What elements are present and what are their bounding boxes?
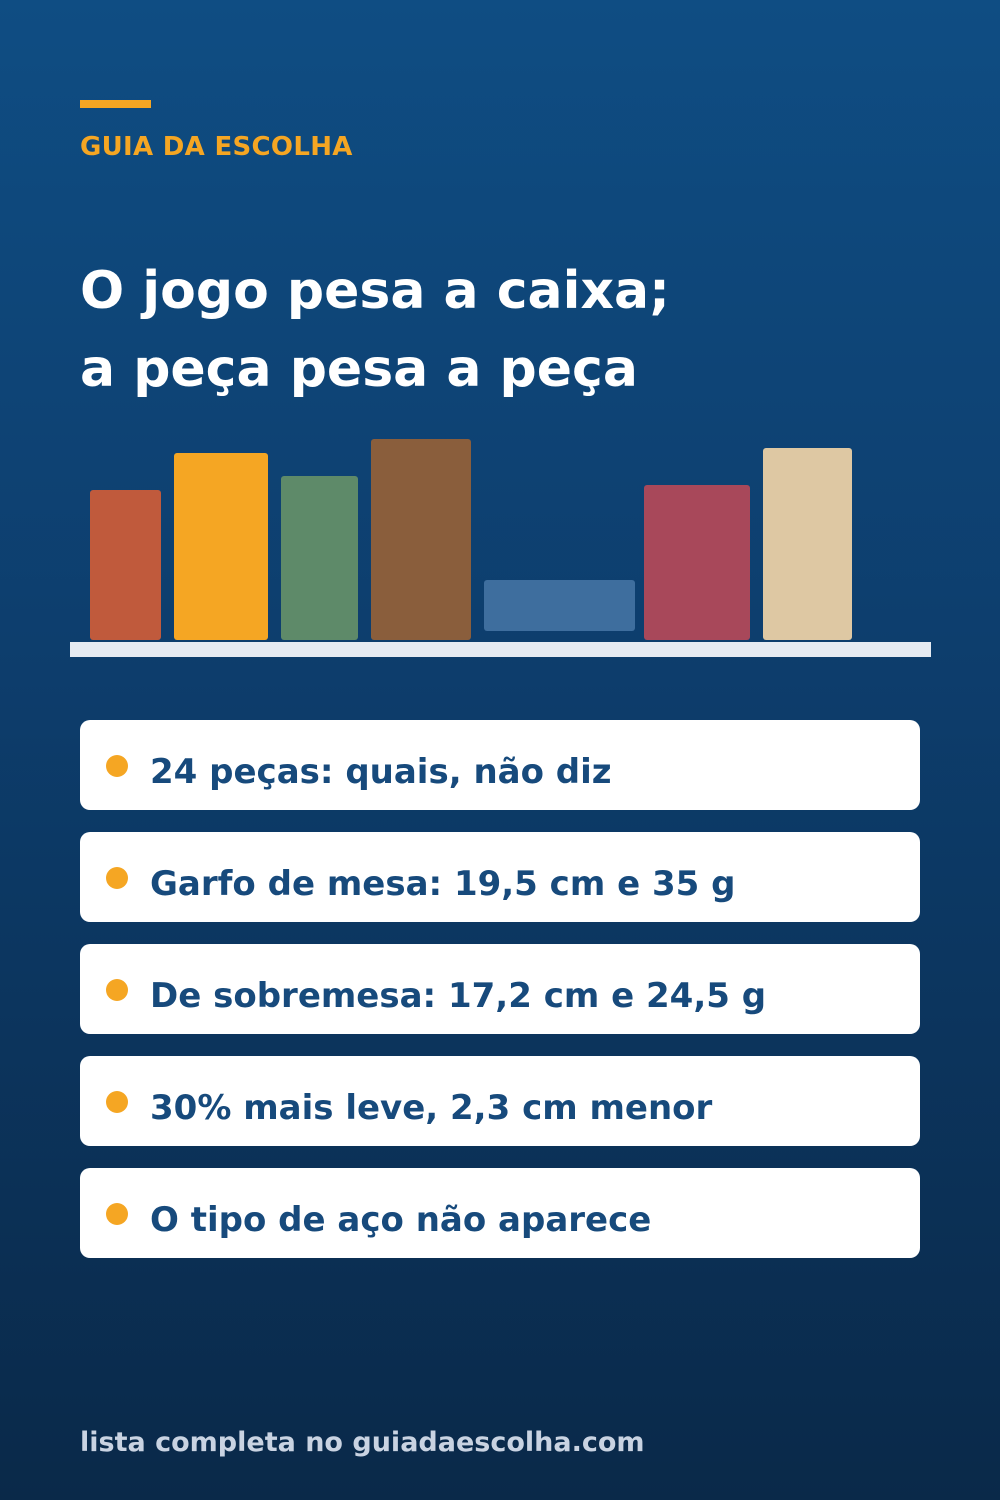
bullet-dot-icon (106, 1203, 128, 1225)
headline: O jogo pesa a caixa; a peça pesa a peça (80, 252, 670, 408)
book-6 (644, 485, 750, 640)
book-1 (90, 490, 161, 640)
point-card-5: O tipo de aço não aparece (80, 1168, 920, 1258)
shelf-board (70, 642, 931, 657)
bookshelf-illustration (0, 430, 1000, 670)
footer-link-text: lista completa no guiadaescolha.com (80, 1427, 645, 1458)
point-card-1: 24 peças: quais, não diz (80, 720, 920, 810)
point-text: O tipo de aço não aparece (150, 1200, 652, 1240)
bullet-dot-icon (106, 1091, 128, 1113)
bullet-dot-icon (106, 979, 128, 1001)
book-7 (763, 448, 852, 640)
brand-label: GUIA DA ESCOLHA (80, 132, 353, 162)
book-4 (371, 439, 471, 640)
point-text: Garfo de mesa: 19,5 cm e 35 g (150, 864, 736, 904)
point-card-3: De sobremesa: 17,2 cm e 24,5 g (80, 944, 920, 1034)
book-2 (174, 453, 268, 640)
bullet-dot-icon (106, 867, 128, 889)
point-text: De sobremesa: 17,2 cm e 24,5 g (150, 976, 767, 1016)
bullet-dot-icon (106, 755, 128, 777)
point-text: 24 peças: quais, não diz (150, 752, 612, 792)
headline-line-2: a peça pesa a peça (80, 339, 638, 399)
point-card-2: Garfo de mesa: 19,5 cm e 35 g (80, 832, 920, 922)
point-text: 30% mais leve, 2,3 cm menor (150, 1088, 713, 1128)
point-card-4: 30% mais leve, 2,3 cm menor (80, 1056, 920, 1146)
book-5-lying (484, 580, 635, 631)
accent-line (80, 100, 151, 108)
book-3 (281, 476, 358, 640)
headline-line-1: O jogo pesa a caixa; (80, 261, 670, 321)
